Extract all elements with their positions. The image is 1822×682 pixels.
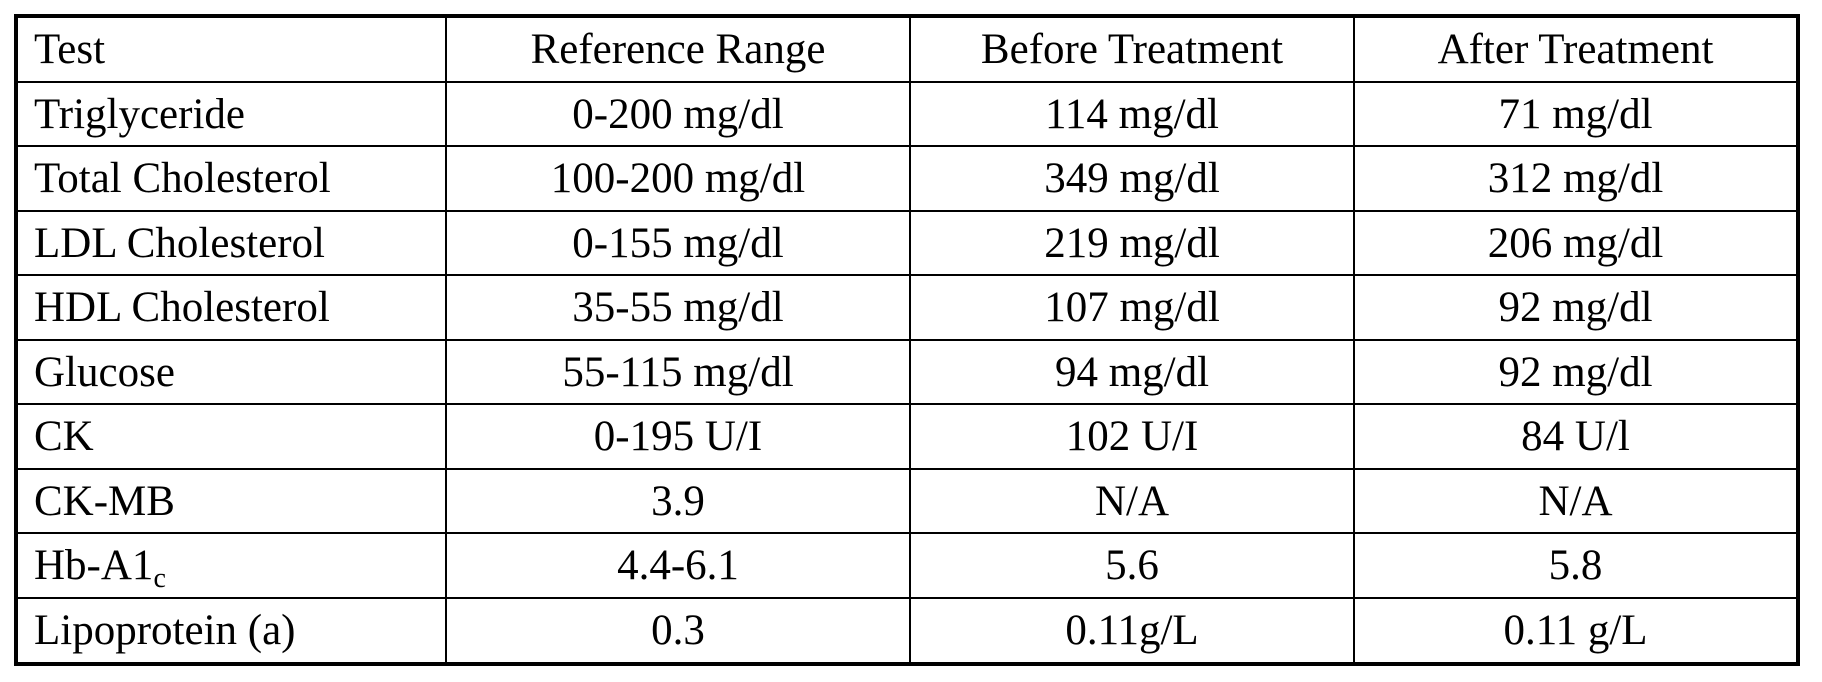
- test-name-cell: Hb-A1c: [16, 533, 446, 598]
- test-name: Triglyceride: [34, 91, 245, 138]
- reference-range-cell: 35-55 mg/dl: [446, 275, 910, 340]
- before-treatment-cell: N/A: [910, 469, 1354, 534]
- after-treatment-cell: 84 U/l: [1354, 404, 1798, 469]
- test-name-cell: Triglyceride: [16, 82, 446, 147]
- reference-range-cell: 3.9: [446, 469, 910, 534]
- table-row: Glucose 55-115 mg/dl 94 mg/dl 92 mg/dl: [16, 340, 1798, 405]
- after-treatment-cell: 206 mg/dl: [1354, 211, 1798, 276]
- test-name: CK-MB: [34, 478, 175, 525]
- test-name-cell: LDL Cholesterol: [16, 211, 446, 276]
- reference-range-cell: 0-200 mg/dl: [446, 82, 910, 147]
- before-treatment-cell: 0.11g/L: [910, 598, 1354, 664]
- test-name-cell: Glucose: [16, 340, 446, 405]
- test-name: Total Cholesterol: [34, 155, 331, 202]
- test-name-subscript: c: [153, 563, 165, 594]
- header-before-treatment: Before Treatment: [910, 16, 1354, 82]
- lab-results-table-container: Test Reference Range Before Treatment Af…: [14, 14, 1796, 666]
- before-treatment-cell: 219 mg/dl: [910, 211, 1354, 276]
- lab-results-table: Test Reference Range Before Treatment Af…: [14, 14, 1800, 666]
- after-treatment-cell: 92 mg/dl: [1354, 340, 1798, 405]
- before-treatment-cell: 349 mg/dl: [910, 146, 1354, 211]
- table-row: HDL Cholesterol 35-55 mg/dl 107 mg/dl 92…: [16, 275, 1798, 340]
- after-treatment-cell: 5.8: [1354, 533, 1798, 598]
- reference-range-cell: 100-200 mg/dl: [446, 146, 910, 211]
- reference-range-cell: 0-155 mg/dl: [446, 211, 910, 276]
- header-row: Test Reference Range Before Treatment Af…: [16, 16, 1798, 82]
- after-treatment-cell: 0.11 g/L: [1354, 598, 1798, 664]
- before-treatment-cell: 107 mg/dl: [910, 275, 1354, 340]
- after-treatment-cell: N/A: [1354, 469, 1798, 534]
- test-name-cell: CK-MB: [16, 469, 446, 534]
- table-row: Hb-A1c 4.4-6.1 5.6 5.8: [16, 533, 1798, 598]
- before-treatment-cell: 94 mg/dl: [910, 340, 1354, 405]
- test-name-cell: CK: [16, 404, 446, 469]
- reference-range-cell: 55-115 mg/dl: [446, 340, 910, 405]
- header-test: Test: [16, 16, 446, 82]
- test-name: HDL Cholesterol: [34, 284, 330, 331]
- table-row: CK 0-195 U/I 102 U/I 84 U/l: [16, 404, 1798, 469]
- reference-range-cell: 0-195 U/I: [446, 404, 910, 469]
- header-reference-range: Reference Range: [446, 16, 910, 82]
- table-row: Triglyceride 0-200 mg/dl 114 mg/dl 71 mg…: [16, 82, 1798, 147]
- test-name-cell: HDL Cholesterol: [16, 275, 446, 340]
- header-after-treatment: After Treatment: [1354, 16, 1798, 82]
- test-name-cell: Lipoprotein (a): [16, 598, 446, 664]
- table-row: CK-MB 3.9 N/A N/A: [16, 469, 1798, 534]
- after-treatment-cell: 92 mg/dl: [1354, 275, 1798, 340]
- before-treatment-cell: 5.6: [910, 533, 1354, 598]
- test-name: LDL Cholesterol: [34, 220, 325, 267]
- after-treatment-cell: 312 mg/dl: [1354, 146, 1798, 211]
- table-row: Total Cholesterol 100-200 mg/dl 349 mg/d…: [16, 146, 1798, 211]
- test-name: Lipoprotein (a): [34, 607, 296, 654]
- test-name: CK: [34, 413, 94, 460]
- table-row: LDL Cholesterol 0-155 mg/dl 219 mg/dl 20…: [16, 211, 1798, 276]
- before-treatment-cell: 114 mg/dl: [910, 82, 1354, 147]
- reference-range-cell: 0.3: [446, 598, 910, 664]
- test-name: Hb-A1: [34, 542, 153, 589]
- reference-range-cell: 4.4-6.1: [446, 533, 910, 598]
- test-name: Glucose: [34, 349, 175, 396]
- before-treatment-cell: 102 U/I: [910, 404, 1354, 469]
- after-treatment-cell: 71 mg/dl: [1354, 82, 1798, 147]
- table-row: Lipoprotein (a) 0.3 0.11g/L 0.11 g/L: [16, 598, 1798, 664]
- test-name-cell: Total Cholesterol: [16, 146, 446, 211]
